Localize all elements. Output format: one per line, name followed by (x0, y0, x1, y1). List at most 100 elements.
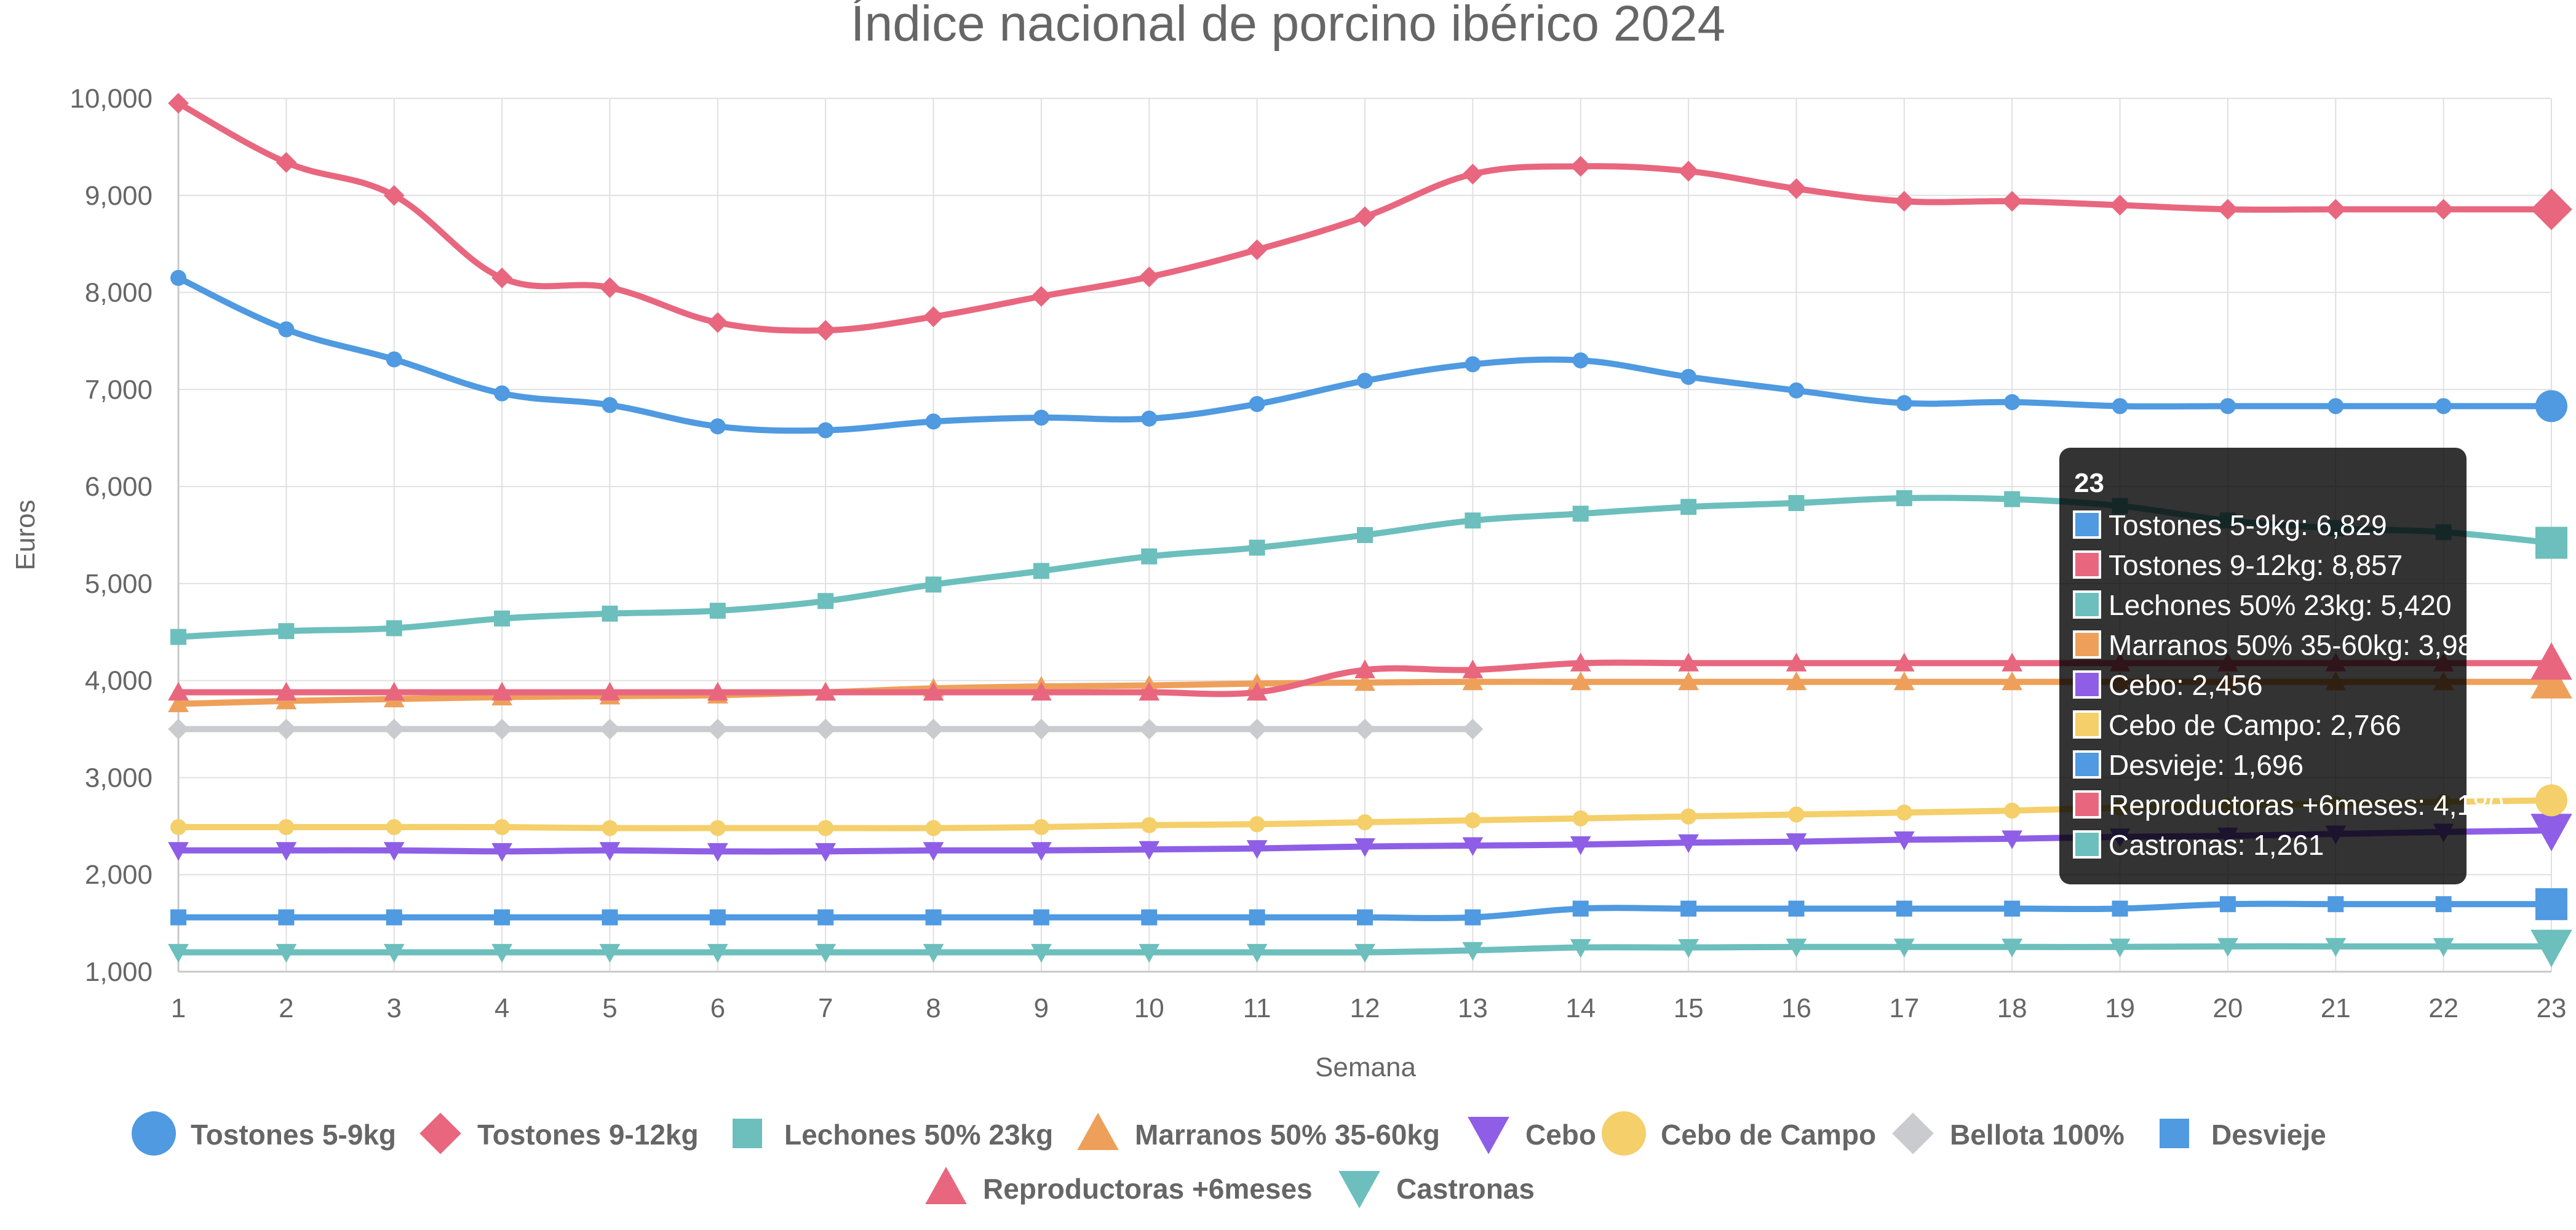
data-point[interactable] (1786, 833, 1807, 852)
data-point[interactable] (1462, 164, 1484, 184)
data-point[interactable] (1033, 410, 1049, 426)
data-point[interactable] (1033, 819, 1049, 835)
data-point[interactable] (815, 843, 837, 862)
data-point[interactable] (494, 385, 511, 402)
data-point[interactable] (2535, 526, 2567, 559)
data-point[interactable] (1462, 718, 1484, 740)
data-point[interactable] (2433, 938, 2454, 957)
data-point[interactable] (815, 320, 837, 341)
data-point[interactable] (1893, 938, 1915, 958)
data-point[interactable] (1249, 396, 1265, 412)
data-point[interactable] (2219, 896, 2236, 913)
data-point[interactable] (1141, 548, 1158, 565)
data-point[interactable] (1139, 718, 1160, 740)
data-point[interactable] (168, 943, 189, 963)
data-point[interactable] (1462, 659, 1484, 678)
data-point[interactable] (599, 842, 621, 861)
data-point[interactable] (2535, 888, 2567, 921)
data-point[interactable] (2004, 491, 2021, 507)
data-point[interactable] (599, 277, 621, 298)
data-point[interactable] (1141, 817, 1158, 833)
legend-marker-icon[interactable] (132, 1111, 176, 1156)
data-point[interactable] (1465, 512, 1481, 529)
data-point[interactable] (2002, 653, 2023, 672)
data-point[interactable] (1357, 909, 1373, 926)
data-point[interactable] (491, 267, 512, 288)
data-point[interactable] (925, 909, 942, 926)
data-point[interactable] (817, 909, 834, 926)
data-point[interactable] (2328, 896, 2344, 913)
data-point[interactable] (923, 943, 944, 963)
data-point[interactable] (1893, 671, 1915, 691)
data-point[interactable] (1246, 943, 1268, 963)
data-point[interactable] (383, 184, 405, 206)
data-point[interactable] (170, 819, 186, 835)
data-point[interactable] (1246, 718, 1268, 740)
data-point[interactable] (1788, 382, 1805, 399)
data-point[interactable] (1788, 900, 1805, 917)
data-point[interactable] (1141, 410, 1158, 427)
data-point[interactable] (1141, 909, 1158, 926)
data-point[interactable] (602, 820, 618, 836)
data-point[interactable] (2325, 938, 2347, 957)
data-point[interactable] (1572, 900, 1589, 917)
data-point[interactable] (1031, 842, 1052, 861)
legend-item[interactable]: Tostones 9-12kg (419, 1113, 699, 1154)
data-point[interactable] (1246, 239, 1268, 261)
data-point[interactable] (817, 820, 834, 836)
data-point[interactable] (1680, 499, 1697, 515)
data-point[interactable] (386, 620, 402, 637)
data-point[interactable] (2328, 398, 2344, 415)
data-point[interactable] (1354, 672, 1375, 691)
data-point[interactable] (1680, 900, 1697, 917)
data-point[interactable] (1570, 156, 1591, 177)
data-point[interactable] (925, 413, 942, 430)
data-point[interactable] (1354, 718, 1375, 740)
data-point[interactable] (1570, 653, 1591, 672)
data-point[interactable] (923, 306, 944, 327)
data-point[interactable] (1354, 943, 1375, 963)
data-point[interactable] (1465, 812, 1481, 828)
data-point[interactable] (491, 681, 512, 701)
data-point[interactable] (707, 681, 728, 701)
data-point[interactable] (923, 718, 944, 740)
data-point[interactable] (707, 312, 728, 333)
data-point[interactable] (2325, 199, 2347, 220)
data-point[interactable] (1570, 671, 1591, 691)
data-point[interactable] (599, 943, 621, 963)
data-point[interactable] (815, 718, 837, 740)
legend-item[interactable]: Marranos 50% 35-60kg (1077, 1113, 1440, 1151)
data-point[interactable] (168, 718, 189, 740)
data-point[interactable] (707, 843, 728, 862)
data-point[interactable] (1139, 266, 1160, 288)
data-point[interactable] (1678, 161, 1699, 182)
data-point[interactable] (276, 152, 297, 173)
data-point[interactable] (278, 819, 295, 835)
data-point[interactable] (1893, 191, 1915, 212)
data-point[interactable] (1786, 653, 1807, 672)
legend-marker-icon[interactable] (2160, 1119, 2189, 1148)
data-point[interactable] (923, 681, 944, 701)
data-point[interactable] (1678, 653, 1699, 672)
data-point[interactable] (1786, 178, 1807, 199)
legend-item[interactable]: Cebo de Campo (1602, 1111, 1876, 1156)
data-point[interactable] (2435, 896, 2452, 913)
data-point[interactable] (491, 943, 512, 963)
data-point[interactable] (1572, 506, 1589, 522)
data-point[interactable] (1786, 938, 1807, 958)
legend-marker-icon[interactable] (419, 1113, 461, 1154)
data-point[interactable] (2004, 803, 2021, 819)
data-point[interactable] (1246, 681, 1268, 701)
data-point[interactable] (1031, 718, 1052, 740)
data-point[interactable] (168, 92, 189, 114)
data-point[interactable] (602, 909, 618, 926)
data-point[interactable] (2535, 390, 2567, 423)
data-point[interactable] (2004, 394, 2021, 410)
data-point[interactable] (383, 718, 405, 740)
data-point[interactable] (278, 321, 295, 338)
data-point[interactable] (170, 629, 186, 645)
data-point[interactable] (276, 681, 297, 701)
legend-marker-icon[interactable] (1892, 1113, 1934, 1154)
data-point[interactable] (170, 909, 186, 926)
data-point[interactable] (386, 819, 402, 835)
